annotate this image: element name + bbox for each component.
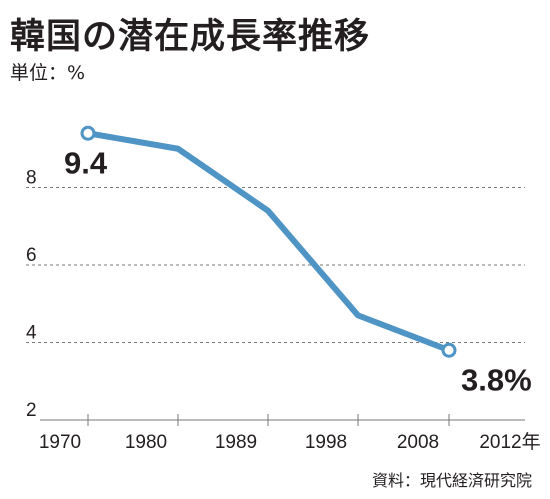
source-note: 資料：現代経済研究院 <box>371 471 532 490</box>
y-tick-label: 6 <box>26 245 37 266</box>
x-tick-label: 1970 <box>39 432 81 453</box>
x-tick-label: 2012年 <box>479 431 540 453</box>
y-tick-label: 2 <box>26 400 37 421</box>
series-line <box>85 130 452 354</box>
chart-title: 韓国の潜在成長率推移 <box>10 17 371 57</box>
data-point-end <box>441 342 457 358</box>
y-tick-label: 4 <box>26 323 37 344</box>
x-tick-label: 1989 <box>215 432 257 453</box>
data-label-start: 9.4 <box>64 145 108 180</box>
data-label-end: 3.8% <box>461 362 532 397</box>
x-tick-label: 1998 <box>305 432 347 453</box>
y-tick-label: 8 <box>26 168 37 189</box>
unit-label: 単位：% <box>10 62 86 84</box>
data-point-start <box>80 125 96 141</box>
x-tick-label: 1980 <box>125 432 167 453</box>
x-tick-label: 2008 <box>397 432 439 453</box>
